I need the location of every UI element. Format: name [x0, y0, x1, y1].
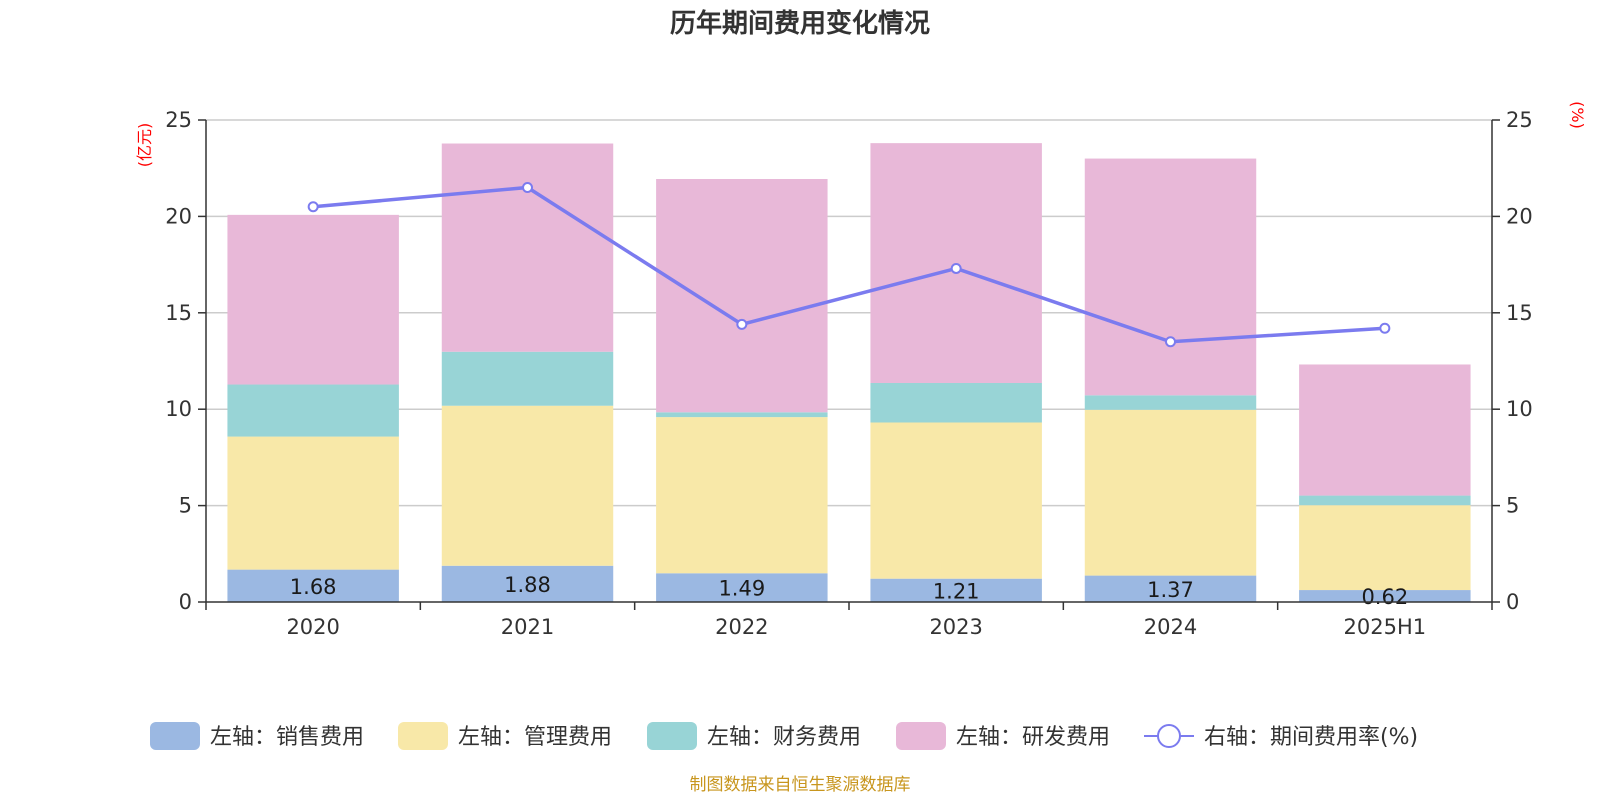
x-axis-tick-label: 2020: [286, 615, 339, 639]
bar-segment: [870, 422, 1042, 579]
right-axis-tick-label: 25: [1506, 108, 1533, 132]
bar-segment: [1084, 158, 1257, 396]
right-axis-tick-label: 5: [1506, 494, 1519, 518]
legend-item: 右轴：期间费用率(%): [1144, 724, 1418, 750]
source-note: 制图数据来自恒生聚源数据库: [690, 775, 911, 795]
left-axis-tick-label: 20: [165, 204, 192, 228]
bar-segment: [441, 351, 614, 406]
legend-item: 左轴：财务费用: [647, 722, 861, 750]
rate-line: [307, 181, 1391, 348]
bars: [227, 143, 1471, 602]
left-axis-tick-label: 25: [165, 108, 192, 132]
bar-segment: [227, 214, 399, 385]
legend-item: 左轴：销售费用: [150, 722, 364, 750]
right-axis-tick-label: 10: [1506, 397, 1533, 421]
rate-line-point: [1165, 336, 1176, 348]
bar-segment: [870, 578, 1042, 602]
bar-segment: [1299, 364, 1471, 496]
legend: 左轴：销售费用 左轴：管理费用 左轴：财务费用 左轴：研发费用 右轴：期间费用率(%): [150, 722, 1418, 750]
bar-segment: [441, 143, 614, 352]
legend-point-swatch: [1157, 724, 1181, 748]
bar-segment: [1084, 395, 1257, 410]
data-labels: 1.68 1.88 1.49 1.21 1.37 0.62: [290, 573, 1408, 609]
bar-segment: [441, 405, 614, 566]
bar-data-label: 1.88: [504, 573, 551, 597]
left-axis-tick-label: 5: [179, 494, 192, 518]
rate-line-point: [950, 262, 962, 274]
grid-lines: [206, 119, 1492, 507]
bar-segment: [227, 569, 399, 602]
legend-label: 右轴：期间费用率(%): [1204, 725, 1418, 750]
bar-data-label: 0.62: [1361, 585, 1408, 609]
right-axis-tick-label: 20: [1506, 204, 1533, 228]
x-axis-tick-label: 2024: [1144, 615, 1197, 639]
legend-swatch: [398, 722, 448, 750]
bar-segment: [1299, 505, 1471, 591]
bar-data-label: 1.21: [933, 579, 980, 603]
bar-segment: [227, 384, 399, 437]
right-axis-tick-label: 15: [1506, 301, 1533, 325]
x-axis-tick-label: 2023: [929, 615, 982, 639]
bar-segment: [1299, 495, 1471, 506]
rate-line-point: [736, 318, 748, 330]
bar-data-label: 1.68: [290, 575, 337, 599]
axes: 0 5 10 15 20 25 0 5 10 15 20 25 2020 2021 2022 2023 2024…: [165, 108, 1532, 639]
bar-data-label: 1.37: [1147, 578, 1194, 602]
legend-swatch: [647, 722, 697, 750]
rate-line-point: [1379, 322, 1391, 334]
x-axis-tick-label: 2022: [715, 615, 768, 639]
left-axis-unit: (亿元): [135, 123, 154, 168]
legend-item: 左轴：研发费用: [896, 722, 1110, 750]
left-axis-tick-label: 15: [165, 301, 192, 325]
right-axis-tick-label: 0: [1506, 590, 1519, 614]
legend-label: 左轴：研发费用: [956, 725, 1110, 750]
bar-segment: [441, 565, 614, 602]
legend-label: 左轴：销售费用: [210, 725, 364, 750]
bar-segment: [1084, 575, 1257, 602]
legend-label: 左轴：管理费用: [458, 725, 612, 750]
legend-item: 左轴：管理费用: [398, 722, 612, 750]
rate-line-point: [522, 181, 533, 193]
left-axis-tick-label: 0: [179, 590, 192, 614]
bar-segment: [656, 412, 828, 418]
bar-segment: [870, 382, 1042, 423]
chart-title: 历年期间费用变化情况: [670, 8, 930, 39]
bar-segment: [656, 573, 828, 602]
bar-segment: [656, 178, 828, 413]
rate-line-point: [307, 201, 319, 213]
bar-segment: [656, 417, 828, 574]
bar-data-label: 1.49: [718, 577, 765, 601]
bar-segment: [1299, 590, 1471, 602]
x-axis-tick-label: 2021: [501, 615, 554, 639]
bar-segment: [1084, 409, 1257, 576]
bar-segment: [227, 436, 399, 570]
right-axis-unit: (%): [1568, 101, 1587, 129]
legend-swatch: [150, 722, 200, 750]
rate-line-path: [313, 185, 1385, 344]
legend-label: 左轴：财务费用: [707, 725, 861, 750]
legend-swatch: [896, 722, 946, 750]
left-axis-tick-label: 10: [165, 397, 192, 421]
x-axis-tick-label: 2025H1: [1344, 615, 1427, 639]
